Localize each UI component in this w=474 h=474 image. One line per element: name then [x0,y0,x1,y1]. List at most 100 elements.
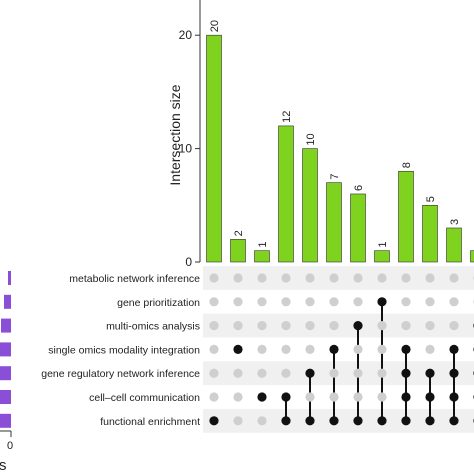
matrix-dot-inactive [209,297,219,307]
matrix-dot-inactive [377,344,387,354]
intersection-bar [326,182,342,263]
set-label: cell–cell communication [89,392,200,404]
set-size-bar [8,271,11,285]
matrix-dot-active [257,392,267,402]
bar-value-label: 10 [305,133,317,145]
matrix-dot-inactive [377,392,387,402]
set-label: metabolic network inference [69,273,200,285]
matrix-dot-inactive [329,392,339,402]
matrix-dot-inactive [401,297,411,307]
intersection-bar [398,170,414,263]
matrix-dot-inactive [209,368,219,378]
matrix-dot-active [425,416,435,426]
matrix-dot-active [377,297,387,307]
bar-value-label: 6 [353,185,365,191]
intersection-bar [470,250,474,263]
matrix-dot-inactive [305,344,315,354]
matrix-dot-inactive [401,321,411,331]
matrix-dot-inactive [257,368,267,378]
matrix-dot-active [281,416,291,426]
matrix-dot-inactive [305,392,315,402]
matrix-dot-active [401,392,411,402]
set-label: multi-omics analysis [106,321,200,333]
set-labels: metabolic network inference gene prioriti… [41,273,200,428]
set-label: gene prioritization [117,297,200,309]
set-size-bar [0,413,11,428]
intersection-bar [374,250,390,263]
matrix-dot-inactive [281,368,291,378]
matrix-dot-active [353,416,363,426]
matrix-dot-inactive [377,321,387,331]
matrix-dot-inactive [281,273,291,283]
matrix-dot-inactive [305,273,315,283]
intersection-bar [350,193,366,263]
matrix-dot-inactive [233,297,243,307]
matrix-dot-inactive [449,297,459,307]
matrix-dot-inactive [233,273,243,283]
matrix-dot-inactive [281,297,291,307]
matrix-dot-active [353,321,363,331]
matrix-dot-inactive [329,297,339,307]
matrix-dot-inactive [281,321,291,331]
bar-value-label: 1 [377,242,389,248]
set-size-bars [0,271,12,437]
matrix-dot-active [401,344,411,354]
matrix-dot-inactive [209,344,219,354]
matrix-dot-inactive [305,297,315,307]
matrix-dot-inactive [257,297,267,307]
set-size-bar [0,390,11,404]
y-tick-label: 0 [185,255,192,269]
matrix-dot-inactive [329,273,339,283]
set-size-bar [1,318,11,333]
matrix-dot-inactive [209,392,219,402]
set-size-bar [4,294,11,309]
matrix-dot-inactive [233,321,243,331]
matrix-dot-active [449,416,459,426]
bar-value-label: 12 [281,111,293,123]
matrix-dot-active [401,416,411,426]
set-label: gene regulatory network inference [41,368,200,380]
matrix-dot-inactive [425,344,435,354]
bar-value-label: 5 [425,196,437,202]
y-axis-label: Intersection size [167,84,183,185]
set-size-tick-label: 0 [7,440,13,452]
matrix-dot-inactive [425,321,435,331]
matrix-dot-inactive [353,368,363,378]
matrix-dot-active [425,368,435,378]
bar-value-label: 8 [401,162,413,168]
matrix-dot-inactive [209,321,219,331]
matrix-dot-active [377,416,387,426]
matrix-dot-inactive [377,273,387,283]
intersection-bar [206,34,222,263]
set-size-axis-label: s [0,457,7,474]
intersection-bar [254,250,270,263]
intersection-bar [302,148,318,263]
intersection-bar [446,227,462,263]
matrix-dot-active [449,368,459,378]
matrix-dot-active [401,368,411,378]
y-tick-label: 20 [179,28,193,42]
matrix-dot-inactive [257,321,267,331]
set-size-bar [0,366,11,381]
bar-value-label: 1 [257,242,269,248]
matrix-dot-active [305,368,315,378]
matrix-dot-inactive [329,368,339,378]
bar-value-label: 20 [209,20,221,32]
matrix-dot-active [425,392,435,402]
matrix-dot-inactive [233,392,243,402]
matrix-dot-inactive [353,273,363,283]
matrix-dot-active [209,416,219,426]
matrix-dot-active [329,344,339,354]
matrix-dot-active [449,344,459,354]
matrix-dot-inactive [449,321,459,331]
intersection-bars: 20 2 1 12 10 7 6 1 8 5 3 [206,20,474,263]
intersection-bar [422,205,438,263]
matrix-dot-inactive [353,297,363,307]
set-label: functional enrichment [100,416,200,428]
bar-value-label: 2 [233,230,245,236]
matrix-dot-inactive [257,344,267,354]
matrix-dot-inactive [257,273,267,283]
matrix-dot-inactive [281,344,291,354]
matrix-dot-inactive [425,297,435,307]
